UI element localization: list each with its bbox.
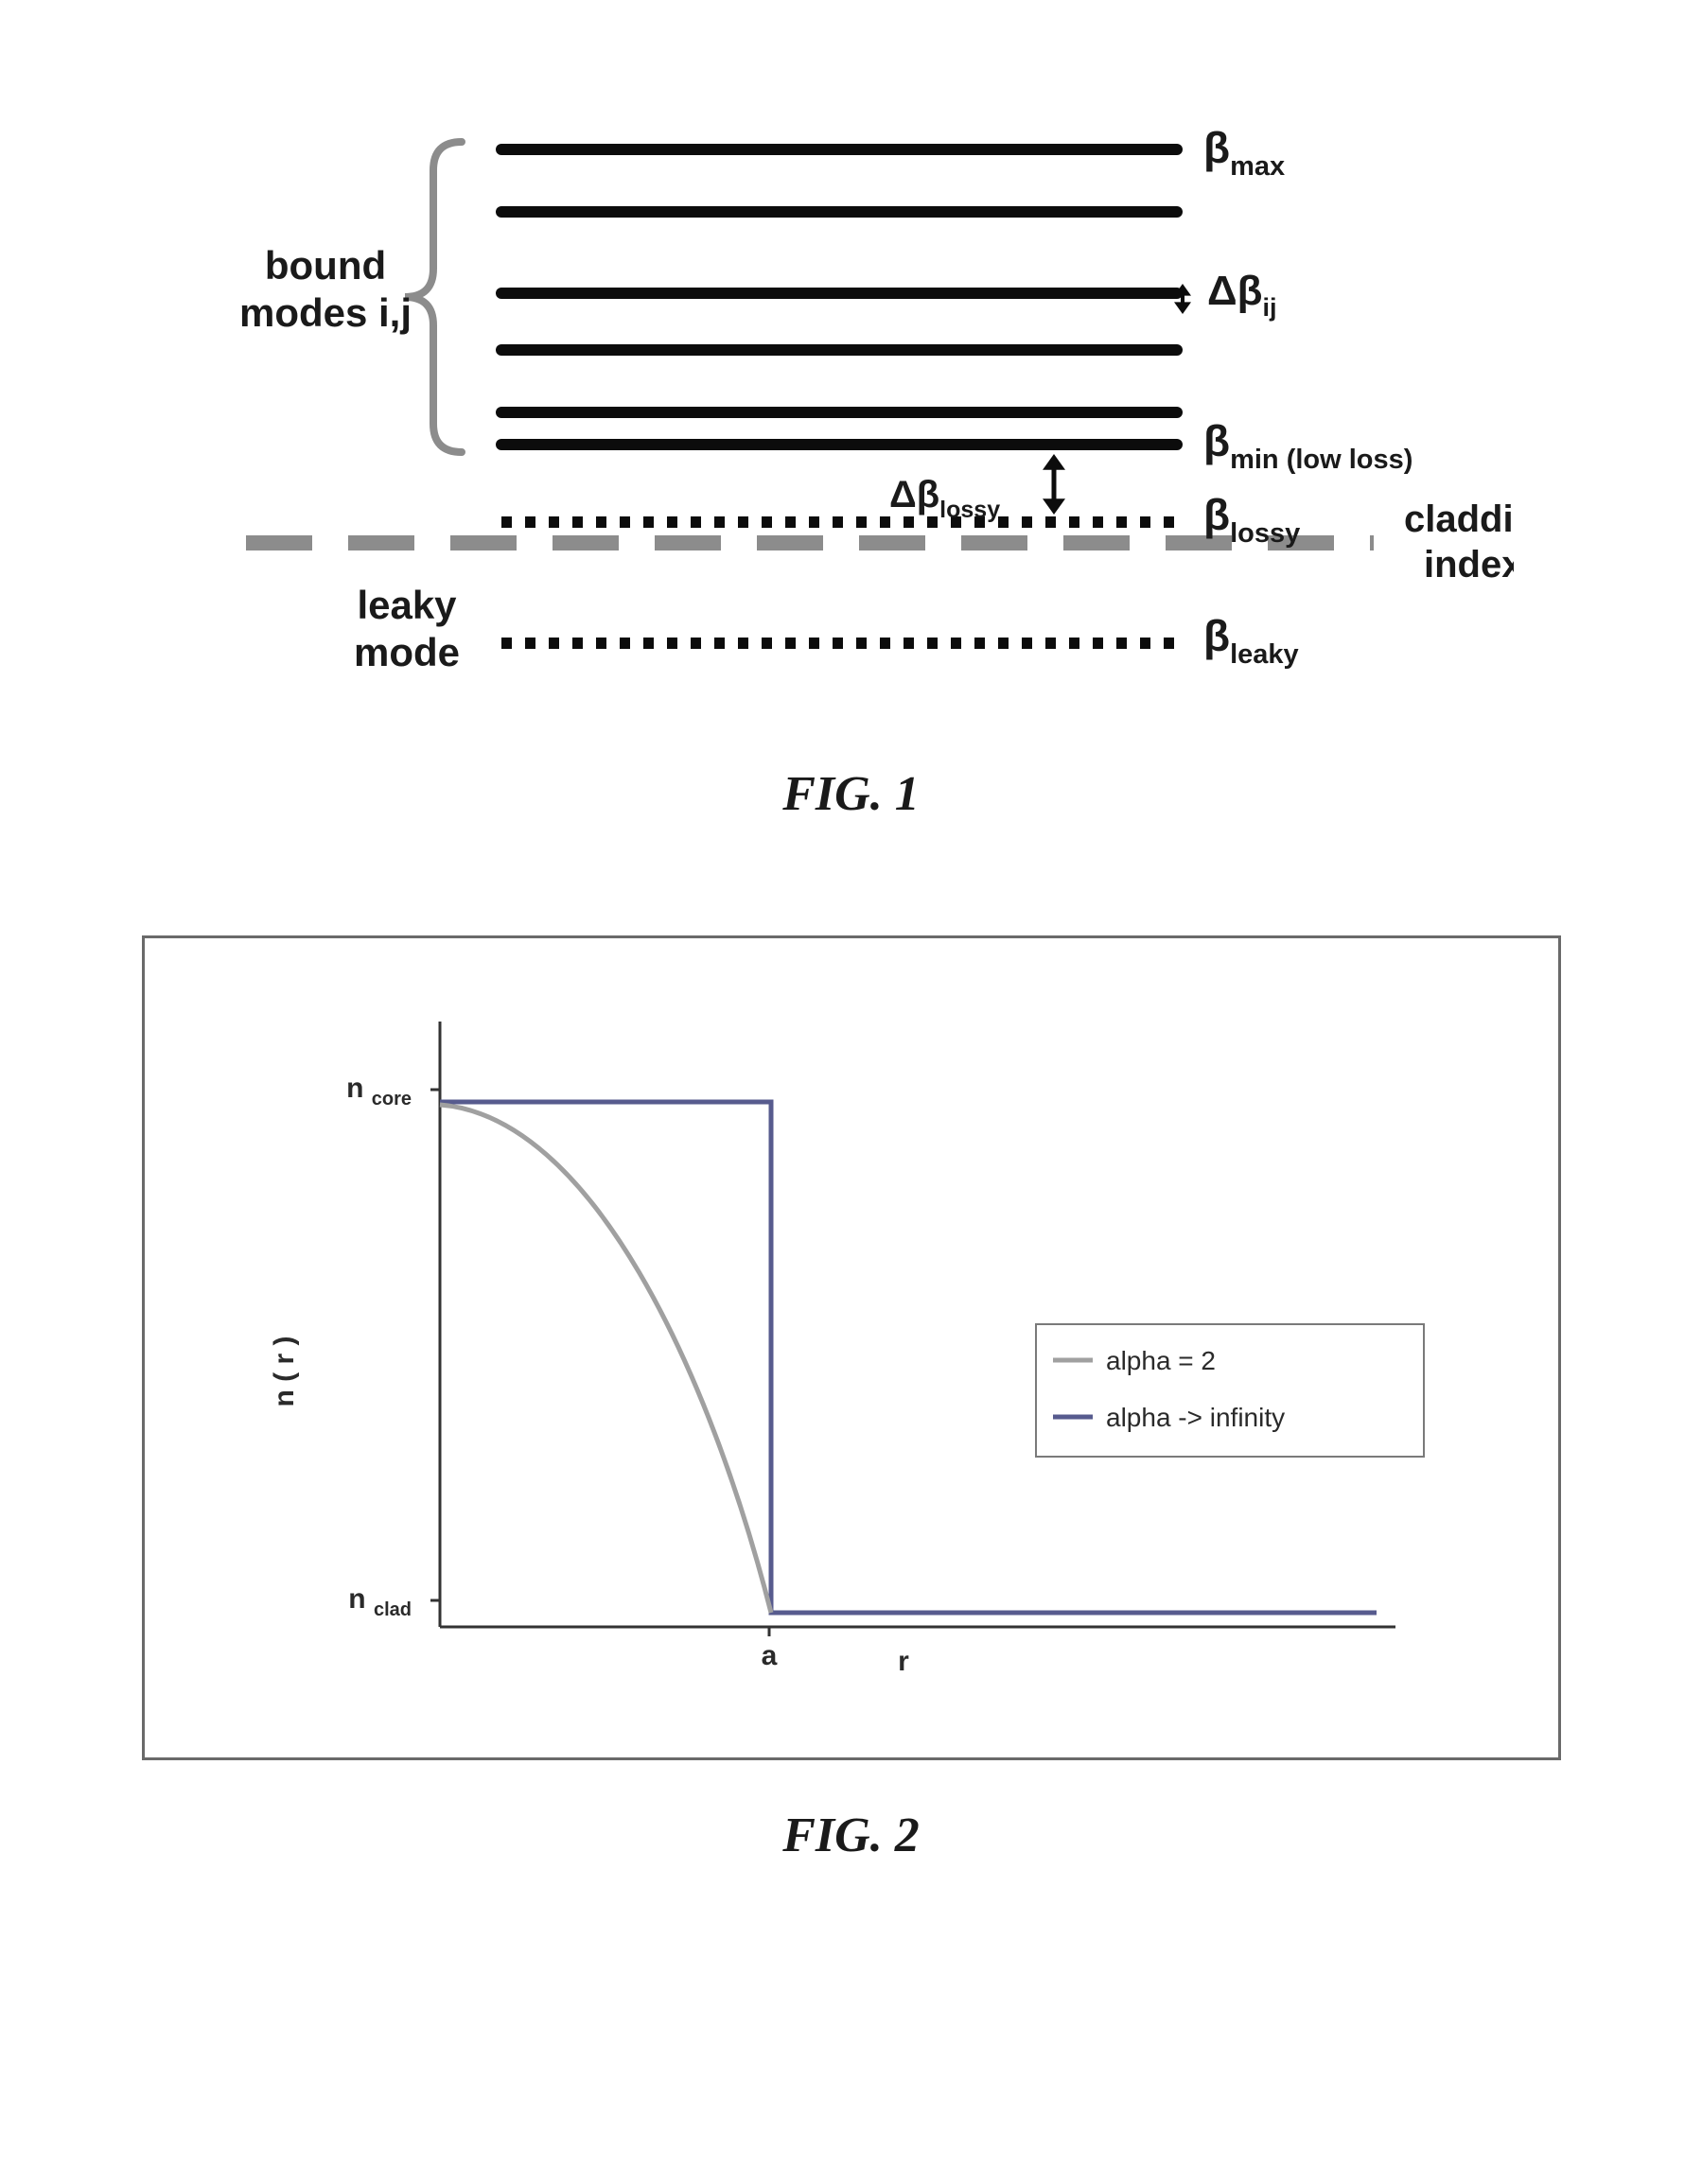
figure-2: n core n clad a r n ( r ) alpha = 2 alpha -> i… — [142, 935, 1561, 1863]
figure-1: boundmodes i,j leakymode claddingindex βmax… — [38, 95, 1664, 822]
fig1-caption: FIG. 1 — [38, 766, 1664, 822]
fig2-caption: FIG. 2 — [142, 1808, 1561, 1863]
label-cladding: cladding — [1404, 498, 1514, 540]
graded-index-curve — [440, 1105, 771, 1613]
fig2-svg: n core n clad a r n ( r ) alpha = 2 alpha -> i… — [184, 965, 1509, 1740]
label-beta-max: βmax — [1203, 123, 1285, 182]
svg-text:βmin (low loss): βmin (low loss) — [1203, 416, 1412, 475]
label-delta-beta-ij: Δβij — [1207, 268, 1277, 322]
label-leaky: leaky — [357, 583, 457, 627]
label-index: index — [1424, 544, 1514, 585]
label-bound: bound — [264, 243, 385, 288]
svg-text:n core: n core — [346, 1073, 412, 1109]
legend: alpha = 2 alpha -> infinity — [1036, 1324, 1424, 1457]
ytick-n-clad: n clad — [348, 1583, 440, 1620]
svg-text:n clad: n clad — [348, 1583, 412, 1620]
fig1-diagram: boundmodes i,j leakymode claddingindex βmax… — [189, 95, 1514, 719]
label-delta-beta-lossy: Δβlossy — [889, 474, 1000, 523]
xtick-a: a — [761, 1640, 777, 1671]
brace — [405, 142, 462, 452]
label-modes-ij: modes i,j — [238, 290, 411, 335]
fig2-plot-box: n core n clad a r n ( r ) alpha = 2 alpha -> i… — [142, 935, 1561, 1760]
label-beta-leaky: βleaky — [1203, 611, 1299, 670]
delta-beta-lossy-arrow — [1043, 454, 1065, 515]
ytick-n-core: n core — [346, 1073, 440, 1109]
ylabel-n-of-r: n ( r ) — [269, 1337, 300, 1407]
label-beta-min: βmin (low loss) — [1203, 416, 1412, 475]
legend-label-0: alpha = 2 — [1106, 1346, 1216, 1375]
svg-text:βleaky: βleaky — [1203, 611, 1299, 670]
svg-text:Δβlossy: Δβlossy — [889, 474, 1000, 523]
svg-text:Δβij: Δβij — [1207, 268, 1277, 322]
label-mode: mode — [353, 630, 459, 674]
svg-text:βmax: βmax — [1203, 123, 1285, 182]
fig1-svg: boundmodes i,j leakymode claddingindex βmax… — [189, 95, 1514, 719]
xlabel-r: r — [898, 1646, 909, 1677]
legend-label-1: alpha -> infinity — [1106, 1403, 1285, 1432]
